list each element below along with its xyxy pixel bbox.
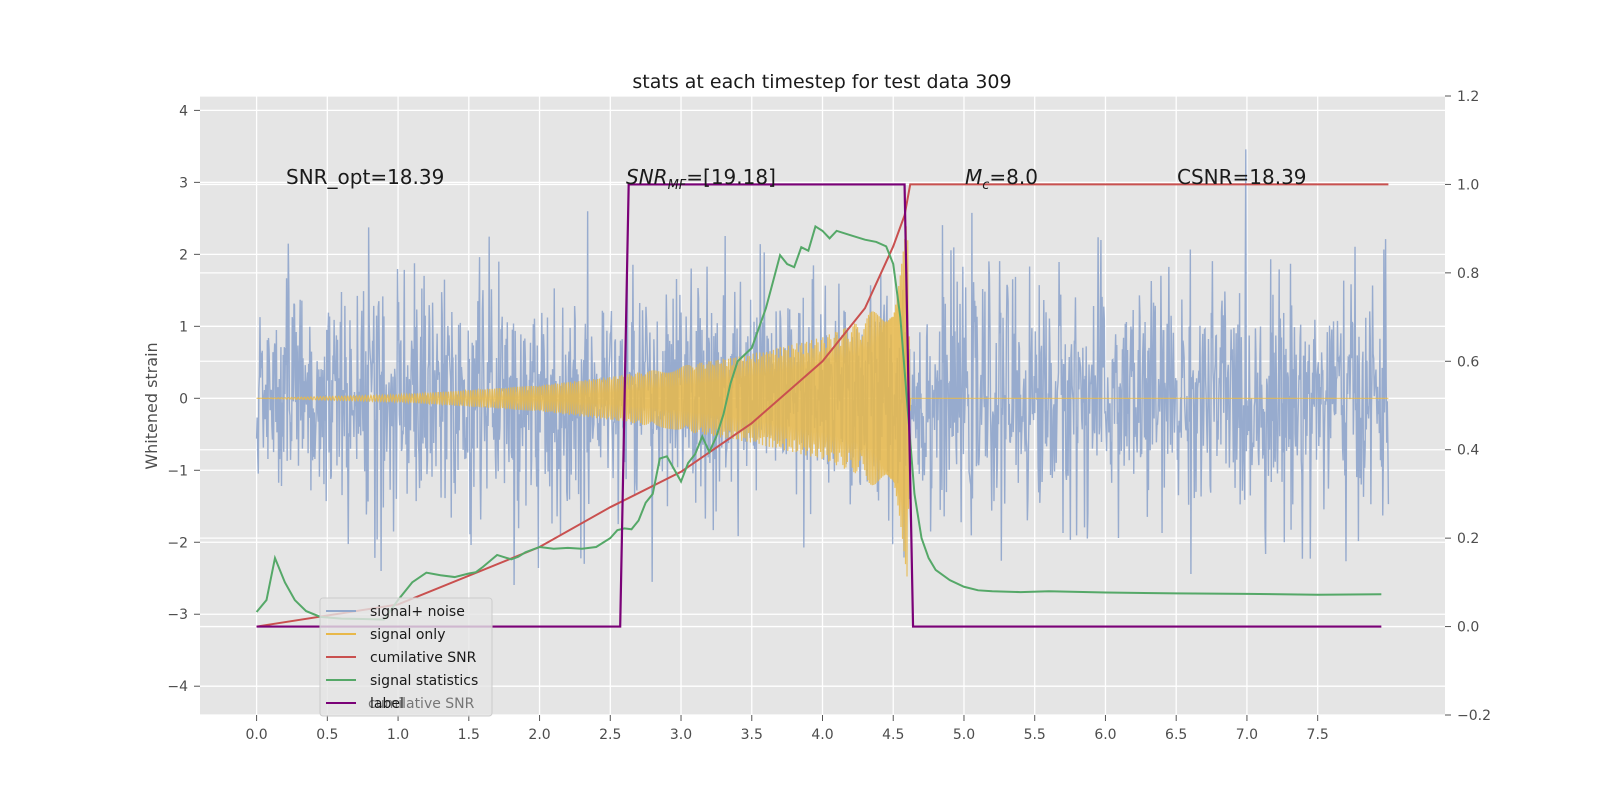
- y-tick-label: 1: [179, 319, 188, 335]
- x-tick-label: 7.0: [1236, 727, 1258, 743]
- y-tick-label: −1: [167, 463, 188, 479]
- annotation-snr-mf-value: =[19.18]: [686, 165, 776, 189]
- legend-entry: signal+ noise: [370, 604, 465, 620]
- x-tick-label: 6.5: [1165, 727, 1187, 743]
- label-line: [256, 183, 1382, 628]
- legend-entry: signal statistics: [370, 673, 478, 689]
- cumulative-snr-line: [256, 183, 1389, 628]
- y2-tick-label: 0.4: [1457, 443, 1479, 459]
- y-tick-label: −3: [167, 607, 188, 623]
- legend-entry: cumilative SNR: [370, 650, 477, 666]
- x-tick-label: 6.0: [1094, 727, 1116, 743]
- y-tick-label: −2: [167, 535, 188, 551]
- x-tick-label: 5.0: [953, 727, 975, 743]
- series-lines: [255, 183, 1389, 628]
- chart-title: stats at each timestep for test data 309: [632, 71, 1011, 93]
- annotation-mc-sub: c: [982, 178, 989, 193]
- y-tick-label: −4: [167, 679, 188, 695]
- y-axis-label: Whitened strain: [142, 342, 161, 469]
- annotation-mc: Mc=8.0: [965, 165, 1038, 193]
- x-tick-label: 1.0: [387, 727, 409, 743]
- x-tick-label: 4.5: [882, 727, 904, 743]
- legend-entry: label: [370, 696, 404, 712]
- x-tick-label: 2.0: [528, 727, 550, 743]
- y2-tick-label: 1.0: [1457, 177, 1479, 193]
- series-signal-only: [256, 226, 1389, 577]
- annotation-mc-name: M: [965, 165, 982, 189]
- x-tick-label: 5.5: [1024, 727, 1046, 743]
- annotation-snr-mf-name: SNR: [626, 165, 668, 189]
- legend-entry: signal only: [370, 627, 445, 643]
- x-tick-label: 0.0: [245, 727, 267, 743]
- y-tick-label: 2: [179, 247, 188, 263]
- y2-tick-label: 1.2: [1457, 89, 1479, 105]
- y2-tick-label: −0.2: [1457, 708, 1491, 724]
- y2-tick-label: 0.8: [1457, 266, 1479, 282]
- annotation-snr-mf: SNRMF=[19.18]: [626, 165, 776, 193]
- x-tick-label: 3.0: [670, 727, 692, 743]
- annotation-snr-mf-sub: MF: [668, 178, 687, 193]
- x-tick-label: 3.5: [741, 727, 763, 743]
- signal-only-line: [256, 226, 1389, 577]
- y2-tick-label: 0.6: [1457, 354, 1479, 370]
- signal-statistics-line: [255, 224, 1382, 621]
- legend-box: [319, 597, 493, 717]
- annotation-csnr: CSNR=18.39: [1177, 165, 1307, 189]
- y-tick-label: 0: [179, 391, 188, 407]
- legend-hidden-text: cumilative SNR: [368, 696, 475, 712]
- y-tick-label: 3: [179, 175, 188, 191]
- x-tick-label: 7.5: [1307, 727, 1329, 743]
- axes: 0.0 0.5 1.0 1.5 2.0 2.5 3.0 3.5 4.0 4.5 5.0 5.5 6.0 6…: [167, 89, 1491, 743]
- x-tick-label: 0.5: [316, 727, 338, 743]
- y-tick-label: 4: [179, 103, 188, 119]
- y2-tick-label: 0.0: [1457, 620, 1479, 636]
- y2-tick-label: 0.2: [1457, 531, 1479, 547]
- x-tick-label: 1.5: [458, 727, 480, 743]
- annotation-mc-value: =8.0: [989, 165, 1038, 189]
- x-tick-label: 4.0: [811, 727, 833, 743]
- x-tick-label: 2.5: [599, 727, 621, 743]
- legend: cumilative SNR signal+ noise signal only cu…: [319, 597, 493, 717]
- annotation-snr-opt: SNR_opt=18.39: [286, 165, 444, 189]
